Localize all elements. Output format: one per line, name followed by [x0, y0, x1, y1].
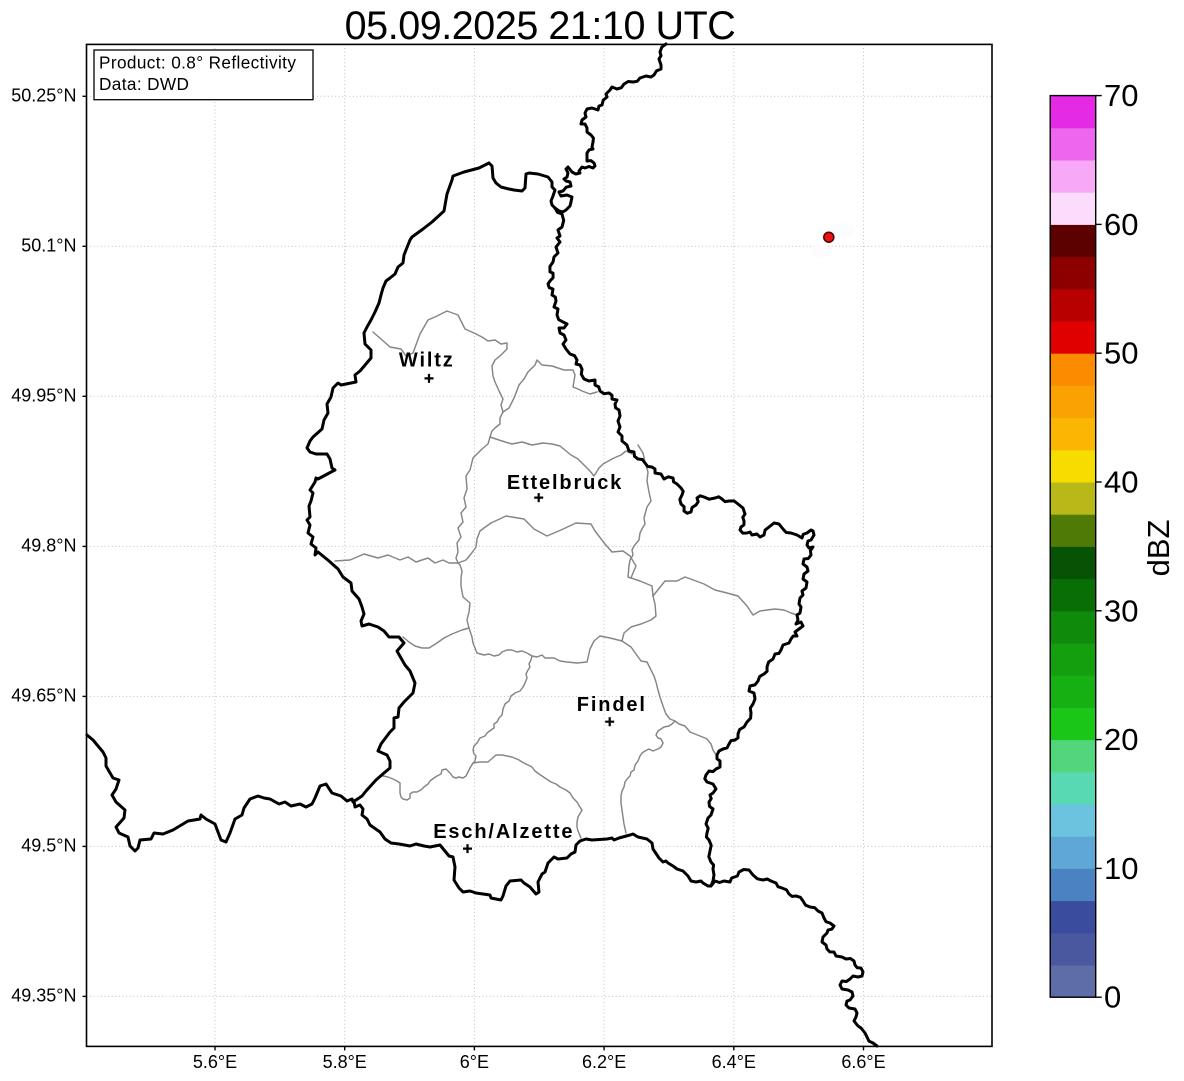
svg-text:49.35°N: 49.35°N — [11, 986, 76, 1006]
svg-text:05.09.2025 21:10 UTC: 05.09.2025 21:10 UTC — [345, 4, 736, 48]
svg-text:10: 10 — [1104, 851, 1138, 886]
svg-text:49.5°N: 49.5°N — [21, 836, 76, 856]
svg-text:Findel: Findel — [577, 694, 647, 716]
svg-text:6°E: 6°E — [460, 1052, 489, 1072]
svg-text:6.4°E: 6.4°E — [712, 1052, 756, 1072]
svg-text:dBZ: dBZ — [1141, 520, 1176, 577]
svg-text:20: 20 — [1104, 722, 1138, 757]
svg-text:0: 0 — [1104, 980, 1121, 1015]
svg-text:70: 70 — [1104, 78, 1138, 113]
svg-text:Data: DWD: Data: DWD — [99, 74, 189, 94]
svg-text:60: 60 — [1104, 207, 1138, 242]
svg-text:49.65°N: 49.65°N — [11, 686, 76, 706]
svg-text:Product: 0.8° Reflectivity: Product: 0.8° Reflectivity — [99, 52, 296, 72]
svg-text:50.25°N: 50.25°N — [11, 86, 76, 106]
svg-text:5.6°E: 5.6°E — [193, 1052, 237, 1072]
svg-text:50: 50 — [1104, 336, 1138, 371]
svg-text:30: 30 — [1104, 593, 1138, 628]
svg-text:Ettelbruck: Ettelbruck — [507, 472, 623, 494]
svg-text:50.1°N: 50.1°N — [21, 236, 76, 256]
svg-text:49.95°N: 49.95°N — [11, 386, 76, 406]
svg-text:40: 40 — [1104, 465, 1138, 500]
svg-text:Wiltz: Wiltz — [399, 350, 455, 372]
svg-text:6.6°E: 6.6°E — [841, 1052, 885, 1072]
svg-text:5.8°E: 5.8°E — [323, 1052, 367, 1072]
svg-text:49.8°N: 49.8°N — [21, 536, 76, 556]
svg-text:Esch/Alzette: Esch/Alzette — [433, 821, 574, 843]
svg-text:6.2°E: 6.2°E — [582, 1052, 626, 1072]
